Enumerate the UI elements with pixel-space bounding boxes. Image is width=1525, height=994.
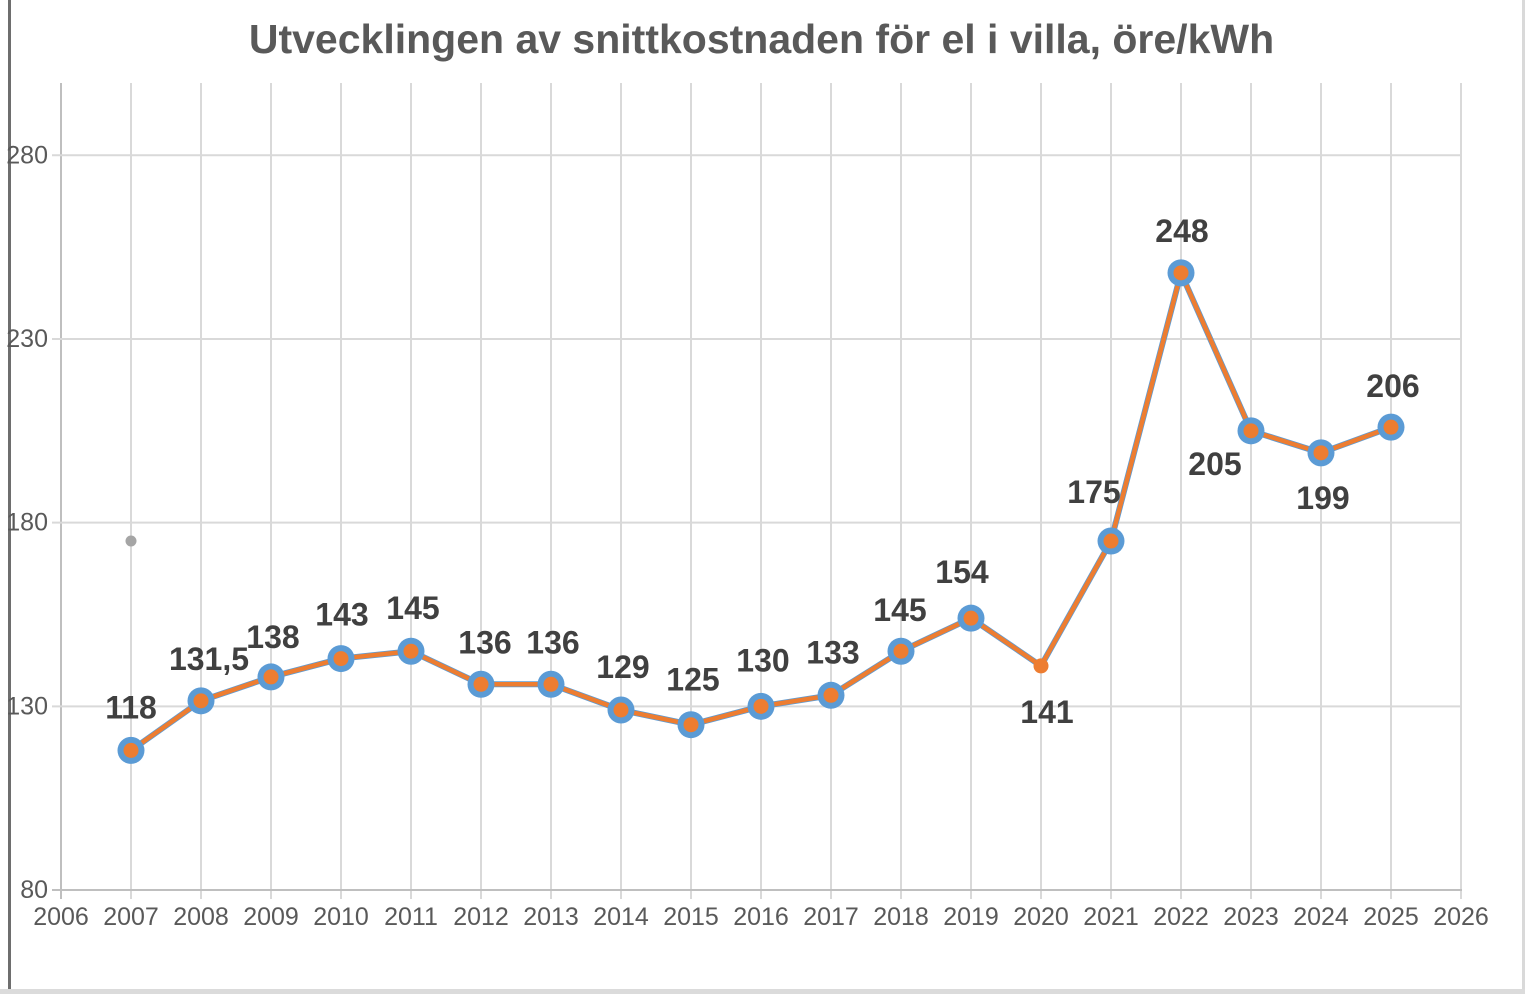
chart-title: Utvecklingen av snittkostnaden för el i … — [248, 16, 1275, 62]
x-axis-tick-labels: 2006 2007 2008 2009 2010 2011 2012 2013 2014 2015… — [33, 903, 1489, 931]
x-tick-label: 2025 — [1363, 903, 1419, 931]
x-tick-label: 2011 — [384, 903, 438, 931]
data-point-marker[interactable] — [1313, 445, 1329, 461]
data-point-marker[interactable] — [263, 669, 279, 685]
data-point-label: 143 — [315, 597, 368, 633]
data-point-marker[interactable] — [543, 676, 559, 692]
data-point-label: 175 — [1067, 474, 1120, 510]
data-point-label: 136 — [526, 624, 579, 660]
window-left-border — [8, 0, 11, 994]
y-tick-label: 130 — [6, 692, 48, 720]
data-point-label: 145 — [386, 590, 439, 626]
x-tick-label: 2015 — [663, 903, 719, 931]
x-tick-label: 2007 — [103, 903, 159, 931]
x-tick-label: 2010 — [313, 903, 369, 931]
window-right-border — [1522, 0, 1525, 994]
x-tick-label: 2006 — [33, 903, 89, 931]
data-point-marker[interactable] — [193, 693, 209, 709]
x-tick-label: 2016 — [733, 903, 789, 931]
y-tick-label: 180 — [6, 509, 48, 537]
data-point-label: 133 — [806, 634, 859, 670]
x-tick-label: 2012 — [453, 903, 509, 931]
data-point-marker[interactable] — [403, 643, 419, 659]
data-point-label: 206 — [1366, 368, 1419, 404]
x-tick-label: 2021 — [1083, 903, 1139, 931]
data-point-label: 125 — [666, 662, 719, 698]
data-point-marker[interactable] — [1243, 423, 1259, 439]
data-point-label: 129 — [596, 649, 649, 685]
data-point-label: 138 — [246, 619, 299, 655]
x-tick-label: 2009 — [243, 903, 299, 931]
data-point-label: 136 — [458, 624, 511, 660]
x-tick-label: 2026 — [1433, 903, 1489, 931]
y-tick-label: 230 — [6, 325, 48, 353]
data-point-marker[interactable] — [1103, 533, 1119, 549]
data-point-marker[interactable] — [1383, 419, 1399, 435]
x-tick-label: 2023 — [1223, 903, 1279, 931]
stray-gray-point[interactable] — [125, 535, 137, 547]
data-point-marker[interactable] — [473, 676, 489, 692]
snittkostnad-orange-line-markers — [123, 265, 1399, 758]
data-point-marker[interactable] — [823, 687, 839, 703]
data-point-marker[interactable] — [1173, 265, 1189, 281]
x-tick-label: 2013 — [523, 903, 579, 931]
y-tick-label: 280 — [6, 141, 48, 169]
data-point-marker[interactable] — [963, 610, 979, 626]
data-point-label: 248 — [1155, 213, 1208, 249]
data-point-marker[interactable] — [893, 643, 909, 659]
window-bottom-border — [0, 989, 1525, 994]
data-point-label: 199 — [1296, 480, 1349, 516]
x-tick-label: 2019 — [943, 903, 999, 931]
data-point-marker[interactable] — [613, 702, 629, 718]
x-tick-label: 2020 — [1013, 903, 1069, 931]
x-tick-label: 2017 — [803, 903, 859, 931]
x-tick-label: 2018 — [873, 903, 929, 931]
data-point-label: 154 — [935, 554, 989, 590]
data-point-label: 145 — [873, 592, 926, 628]
y-tick-label: 80 — [20, 876, 48, 904]
data-point-marker[interactable] — [1033, 658, 1049, 674]
data-point-marker[interactable] — [333, 651, 349, 667]
data-point-label: 205 — [1188, 446, 1241, 482]
x-tick-label: 2008 — [173, 903, 229, 931]
x-tick-label: 2022 — [1153, 903, 1209, 931]
data-point-label: 130 — [736, 642, 789, 678]
data-point-marker[interactable] — [683, 717, 699, 733]
gridlines — [52, 83, 1462, 899]
data-point-label: 141 — [1020, 694, 1073, 730]
x-tick-label: 2014 — [593, 903, 649, 931]
y-axis-tick-labels: 80 130 180 230 280 — [6, 141, 48, 904]
data-point-label: 131,5 — [169, 641, 249, 677]
x-tick-label: 2024 — [1293, 903, 1349, 931]
data-point-marker[interactable] — [753, 698, 769, 714]
data-point-label: 118 — [105, 689, 157, 725]
data-point-marker[interactable] — [123, 742, 139, 758]
